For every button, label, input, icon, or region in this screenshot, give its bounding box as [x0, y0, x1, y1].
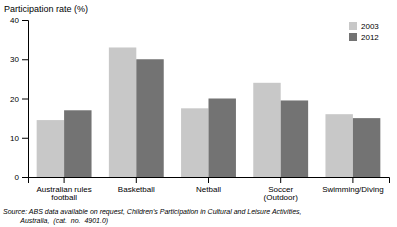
- y-tick-mark: [22, 138, 28, 139]
- x-tick-mark: [208, 177, 209, 183]
- chart-svg: 0 10 20 30 40 Australian rulesfootball Basketb…: [0, 0, 397, 227]
- source: Source: ABS data available on request, C…: [3, 208, 302, 225]
- x-tick-label: Netball: [196, 185, 221, 194]
- x-tick-mark: [280, 177, 281, 183]
- source-text: Australia, (cat. no. 4901.0): [3, 217, 108, 225]
- x-tick-label-line: football: [51, 193, 77, 202]
- x-tick-label-line: Netball: [196, 185, 221, 194]
- x-tick-label-line: (Outdoor): [264, 193, 299, 202]
- y-tick-label: 30: [10, 55, 19, 64]
- legend-label: 2012: [361, 33, 379, 42]
- bar: [325, 114, 352, 177]
- x-tick-mark: [136, 177, 137, 183]
- bar: [209, 99, 236, 178]
- y-tick-mark: [22, 59, 28, 60]
- bar: [37, 120, 64, 177]
- x-tick-label: Basketball: [118, 185, 155, 194]
- x-tick-mark: [64, 177, 65, 183]
- y-tick-label: 10: [10, 134, 19, 143]
- bar-series: [37, 47, 353, 177]
- x-axis-line: [29, 178, 390, 184]
- y-tick-label: 20: [10, 95, 19, 104]
- y-tick: 40: [10, 16, 28, 25]
- y-tick: 0: [15, 173, 28, 182]
- bar: [64, 110, 91, 177]
- y-tick-mark: [22, 99, 28, 100]
- bar: [181, 108, 208, 177]
- legend-item: 2003: [349, 22, 379, 31]
- legend-item: 2012: [349, 33, 379, 42]
- chart-container: 0 10 20 30 40 Australian rulesfootball Basketb…: [0, 0, 397, 227]
- legend-swatch: [349, 22, 357, 30]
- y-tick: 20: [10, 95, 28, 104]
- y-tick-mark: [22, 20, 28, 21]
- bar: [281, 100, 308, 177]
- y-tick: 30: [10, 55, 28, 64]
- legend-label: 2003: [361, 22, 379, 31]
- bar-series: [64, 59, 380, 177]
- x-tick: Basketball: [118, 177, 155, 194]
- x-tick: Swimming/Diving: [322, 177, 383, 194]
- x-tick-label: Swimming/Diving: [322, 185, 383, 194]
- y-tick-label: 0: [15, 173, 20, 182]
- y-tick-label: 40: [10, 16, 19, 25]
- x-tick-mark: [352, 177, 353, 183]
- legend: 2003 2012: [349, 22, 379, 42]
- x-tick: Soccer(Outdoor): [264, 177, 299, 202]
- x-tick-label-line: Soccer: [268, 185, 293, 194]
- x-tick: Australian rulesfootball: [37, 177, 92, 202]
- x-tick: Netball: [196, 177, 221, 194]
- x-tick-label: Soccer(Outdoor): [264, 185, 299, 203]
- y-axis-title: Participation rate (%): [4, 4, 88, 14]
- y-axis: 0 10 20 30 40: [10, 16, 28, 182]
- y-axis-line: [22, 21, 29, 178]
- bar: [109, 47, 136, 177]
- x-axis: Australian rulesfootball Basketball Netbal…: [29, 177, 390, 202]
- x-tick-label: Australian rulesfootball: [37, 185, 92, 203]
- x-tick-label-line: Basketball: [118, 185, 155, 194]
- bar: [136, 59, 163, 177]
- bar: [253, 83, 280, 177]
- y-tick: 10: [10, 134, 28, 143]
- plot-area: 0 10 20 30 40 Australian rulesfootball Basketb…: [10, 16, 389, 202]
- y-tick-mark: [22, 177, 28, 178]
- bars: [37, 47, 381, 177]
- source-text: Source: ABS data available on request, C…: [3, 208, 302, 216]
- bar: [353, 118, 380, 177]
- x-tick-label-line: Swimming/Diving: [322, 185, 383, 194]
- x-tick-label-line: Australian rules: [37, 185, 92, 194]
- legend-swatch: [349, 33, 357, 41]
